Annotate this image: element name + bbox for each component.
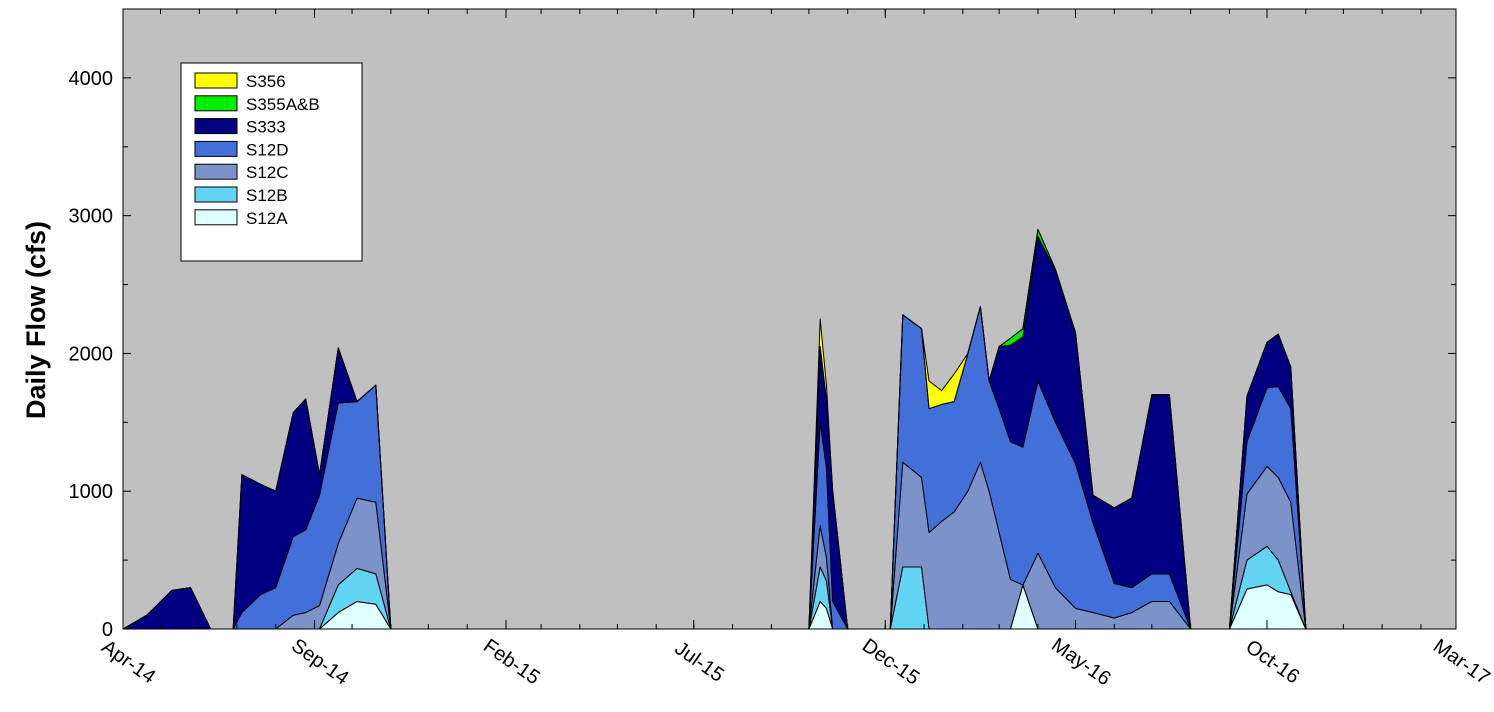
legend-swatch <box>194 140 238 157</box>
x-tick-label: Mar-17 <box>1429 635 1494 689</box>
y-tick-label: 3000 <box>69 206 114 228</box>
legend-swatch <box>194 118 238 135</box>
legend-label: S356 <box>246 72 286 91</box>
x-tick-label: Apr-14 <box>98 636 160 688</box>
y-tick-label: 2000 <box>69 343 114 365</box>
legend-swatch <box>194 163 238 180</box>
legend-label: S12A <box>246 209 288 228</box>
x-tick-label: May-16 <box>1047 634 1114 690</box>
legend-label: S12B <box>246 186 288 205</box>
x-tick-label: Oct-16 <box>1242 636 1304 688</box>
plot-frame <box>122 8 1457 630</box>
legend-label: S12D <box>246 140 289 159</box>
legend-swatch <box>194 209 238 226</box>
legend: S356 S355A&B S333 S12D S12C S12B S12A <box>180 62 363 262</box>
legend-label: S333 <box>246 118 286 137</box>
x-tick-label: Sep-14 <box>287 635 352 690</box>
legend-swatch <box>194 186 238 203</box>
x-tick-label: Jul-15 <box>671 637 728 686</box>
y-tick-label: 0 <box>102 619 113 641</box>
legend-swatch <box>194 95 238 112</box>
x-tick-label: Feb-15 <box>479 635 544 689</box>
y-tick-label: 4000 <box>69 68 114 90</box>
legend-label: S355A&B <box>246 95 320 114</box>
legend-label: S12C <box>246 163 289 182</box>
y-tick-label: 1000 <box>69 481 114 503</box>
legend-swatch <box>194 72 238 89</box>
x-tick-label: Dec-15 <box>858 635 923 690</box>
legend-box <box>180 62 363 262</box>
y-axis-title: Daily Flow (cfs) <box>21 221 51 419</box>
